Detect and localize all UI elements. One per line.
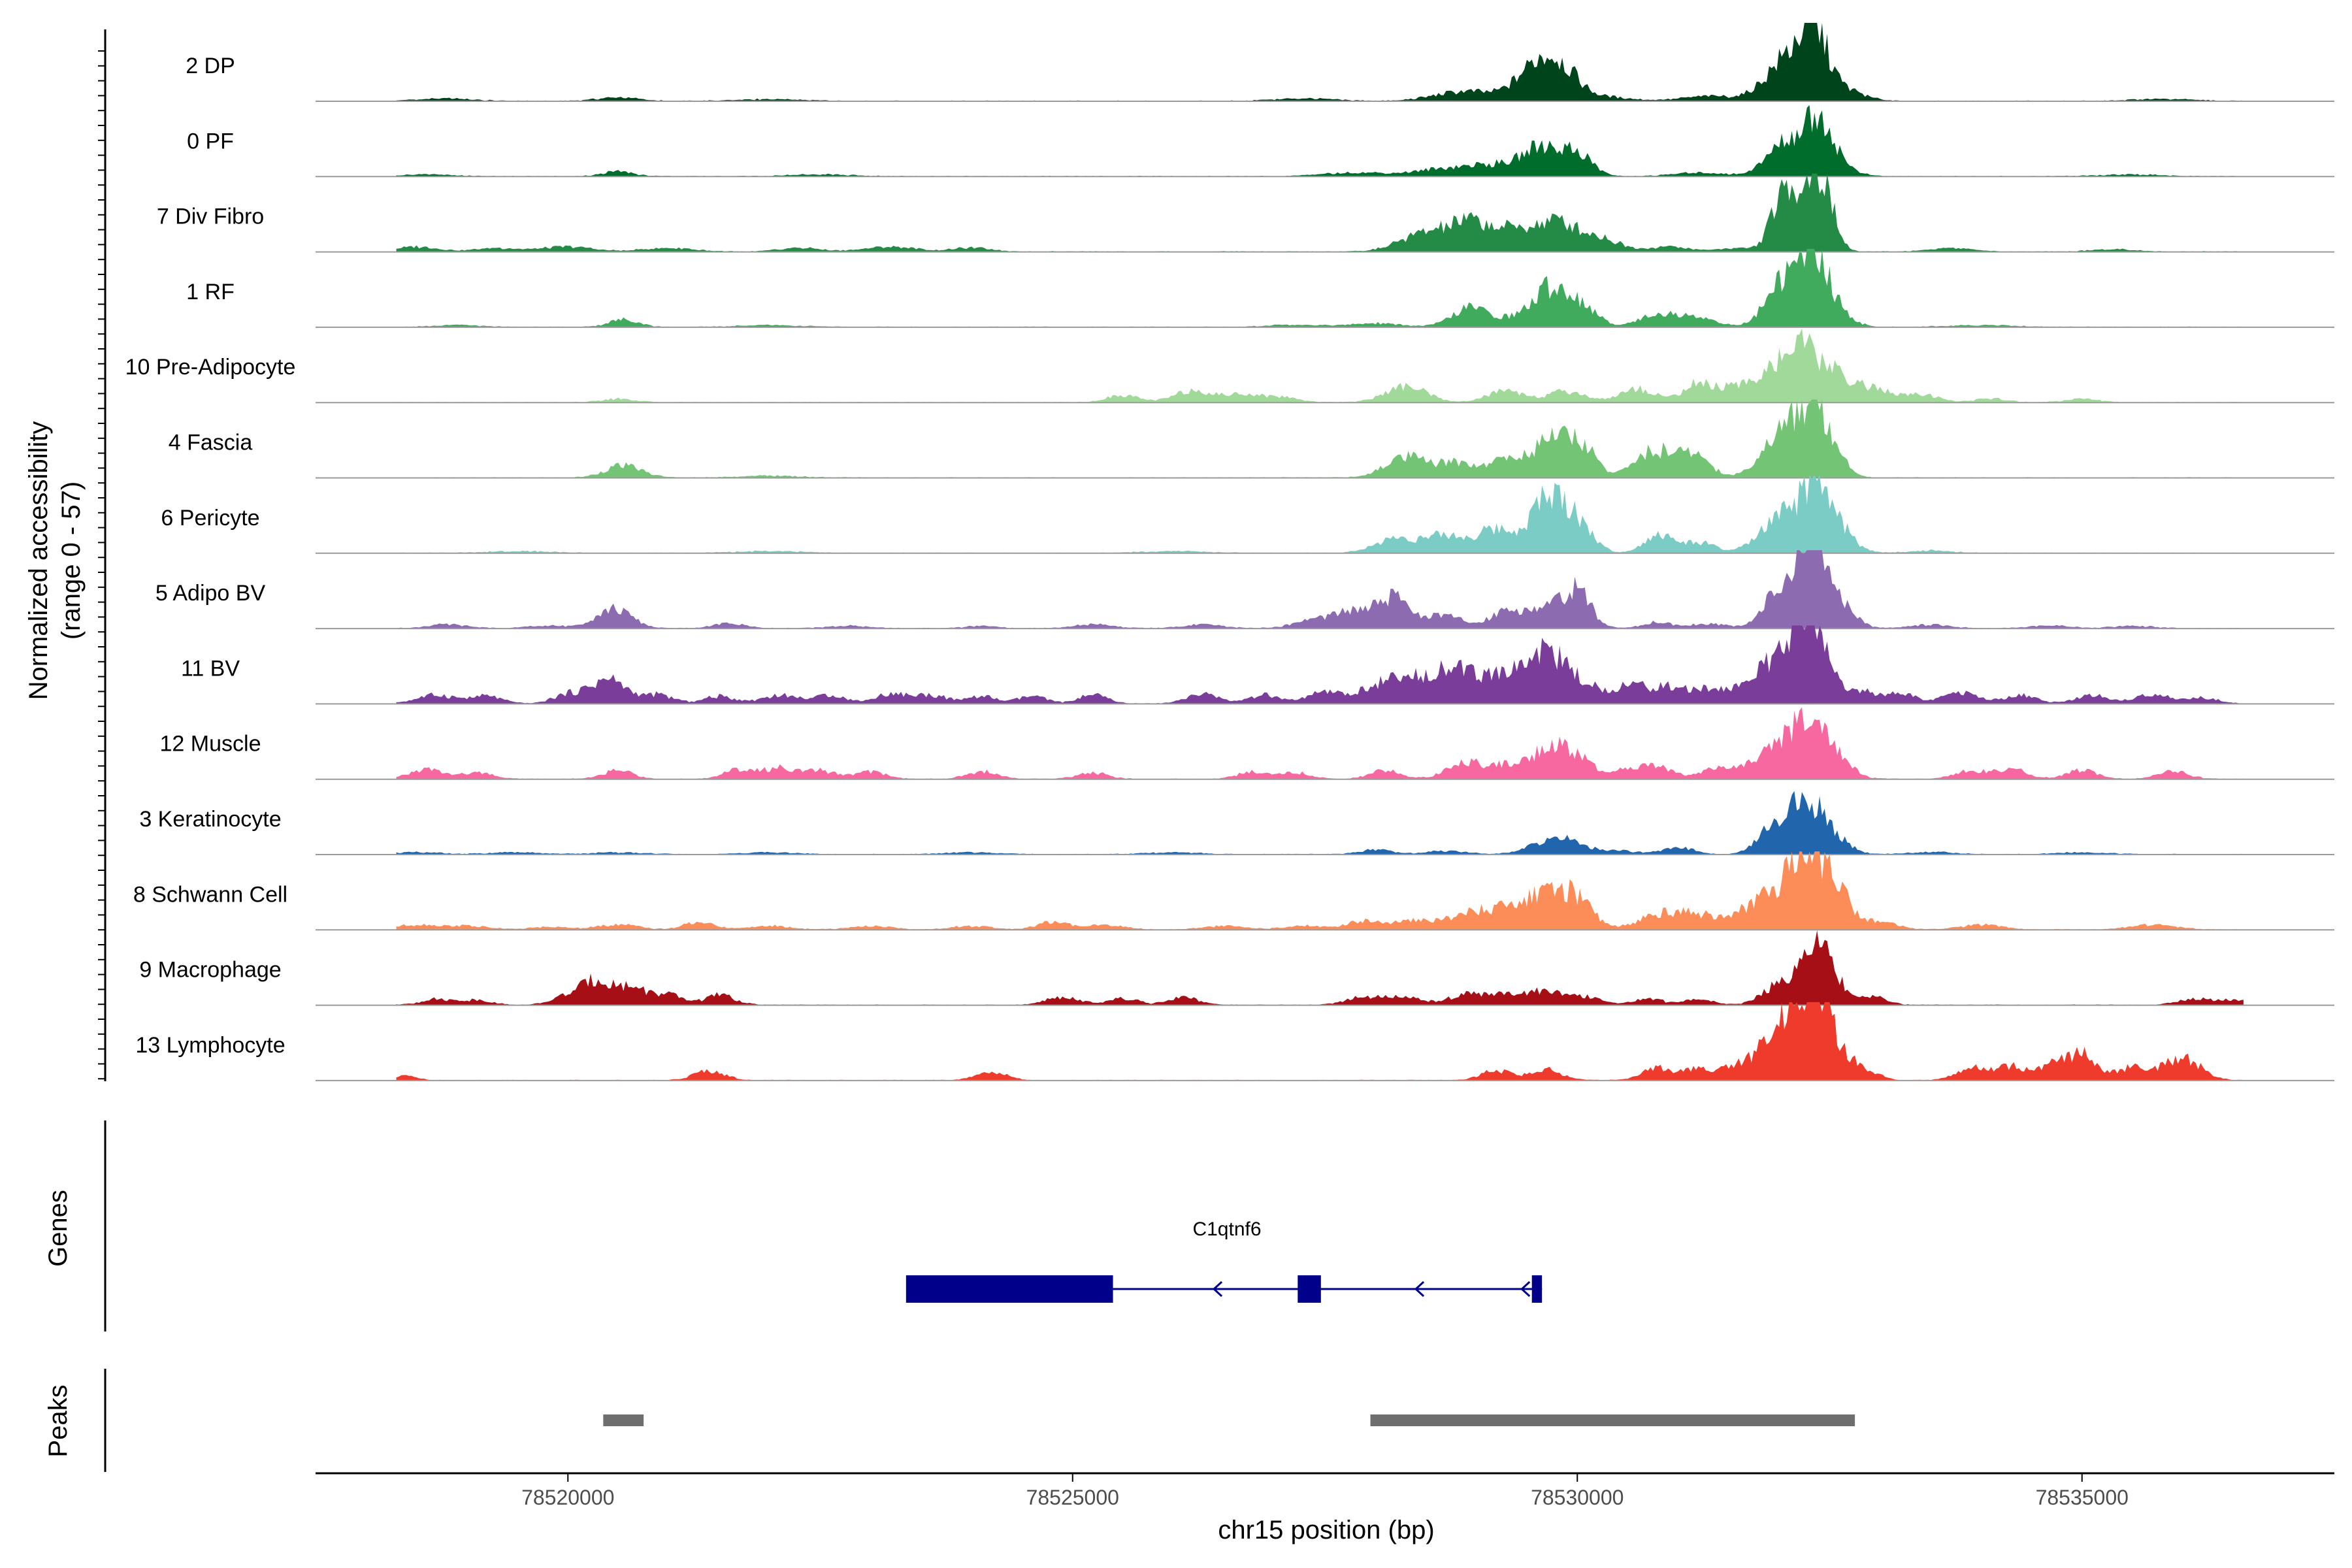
track-label: 2 DP [186,54,235,78]
track-5: 10 Pre-Adipocyte [125,328,2334,404]
y-axis-label: Normalized accessibility [24,421,53,700]
track-label: 9 Macrophage [139,958,281,983]
track-label: 0 PF [187,129,234,154]
track-label: 1 RF [186,280,235,304]
track-label: 13 Lymphocyte [135,1033,285,1058]
track-4: 1 RF [186,248,2334,328]
strand-arrow [1212,1281,1223,1298]
coverage-area [396,791,2244,855]
track-label: 10 Pre-Adipocyte [125,355,296,380]
track-6: 4 Fascia [169,399,2334,479]
track-label: 7 Div Fibro [157,204,264,229]
x-tick-label: 78535000 [2036,1486,2129,1509]
coverage-area [396,550,2244,629]
track-14: 13 Lymphocyte [135,1002,2334,1081]
track-label: 6 Pericyte [161,506,259,531]
track-2: 0 PF [187,105,2334,178]
coverage-area [396,23,2244,101]
track-label: 5 Adipo BV [155,581,266,606]
peaks-track [104,1369,1855,1472]
track-label: 4 Fascia [169,431,253,455]
coverage-area [396,248,2244,327]
track-9: 11 BV [181,625,2334,705]
coverage-area [396,707,2244,779]
track-3: 7 Div Fibro [157,173,2334,253]
coverage-area [396,625,2244,704]
coverage-area [396,105,2244,177]
track-10: 12 Muscle [160,707,2334,780]
gene-name-label: C1qtnf6 [1192,1218,1261,1240]
peaks-track-label: Peaks [44,1384,73,1457]
coverage-area [396,474,2244,553]
track-13: 9 Macrophage [139,930,2334,1006]
x-tick-label: 78525000 [1026,1486,1119,1509]
track-11: 3 Keratinocyte [139,791,2334,855]
gene-exon [1531,1275,1543,1303]
y-axis [98,29,106,1081]
coverage-area [396,1002,2244,1081]
x-axis-label: chr15 position (bp) [1218,1516,1434,1544]
track-12: 8 Schwann Cell [133,851,2334,931]
coverage-area [396,399,2244,478]
peak-region [1370,1414,1855,1426]
gene-exon [1298,1275,1321,1303]
coverage-tracks: 2 DP 0 PF 7 Div Fibro 1 RF 10 Pre-Adipocyte 4… [125,23,2334,1081]
x-tick-label: 78520000 [521,1486,614,1509]
strand-arrow [1414,1281,1425,1298]
gene-exon [906,1275,1113,1303]
track-label: 8 Schwann Cell [133,882,287,907]
genes-track-label: Genes [44,1190,73,1267]
track-label: 11 BV [181,656,240,681]
y-axis-range-label: (range 0 - 57) [57,482,86,640]
x-tick-label: 78530000 [1531,1486,1624,1509]
track-label: 12 Muscle [160,732,261,757]
track-7: 6 Pericyte [161,474,2334,554]
track-8: 5 Adipo BV [155,550,2334,630]
coverage-area [396,173,2244,252]
coverage-area [396,930,2244,1005]
track-1: 2 DP [186,23,2334,102]
coverage-area [396,328,2244,403]
genes-track [104,1120,1543,1331]
x-axis: 78520000 78525000 78530000 78535000 [316,1472,2334,1509]
coverage-area [396,851,2244,930]
peak-region [603,1414,644,1426]
track-label: 3 Keratinocyte [139,807,281,832]
strand-arrow [1520,1281,1531,1298]
